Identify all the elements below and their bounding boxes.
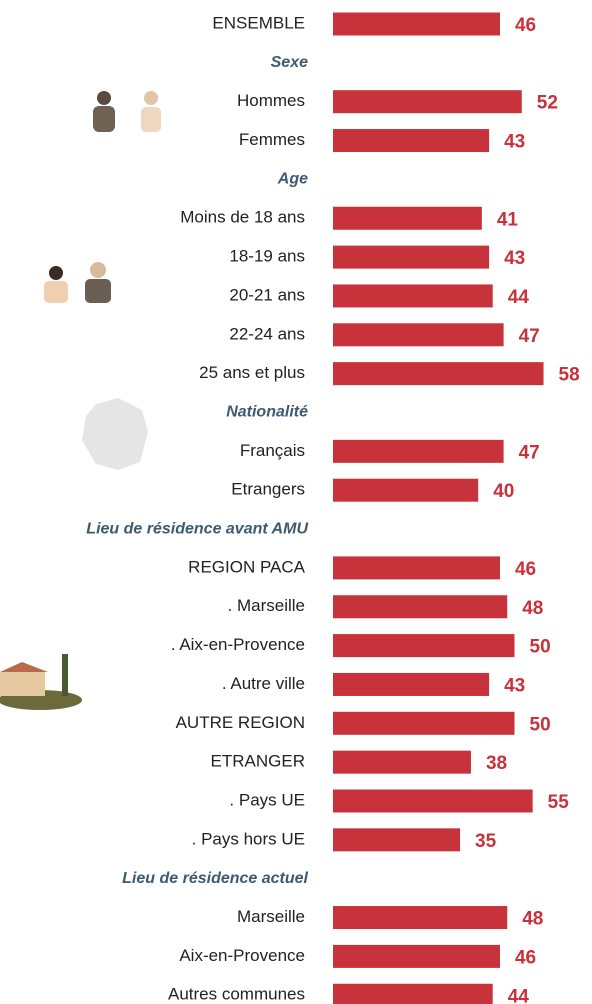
section-title: Age — [277, 171, 308, 188]
section-title: Nationalité — [226, 404, 308, 421]
category-label: AUTRE REGION — [176, 713, 305, 732]
category-label: Aix-en-Provence — [179, 946, 305, 965]
bar — [333, 750, 471, 774]
category-label: ENSEMBLE — [212, 13, 305, 32]
category-label: . Pays hors UE — [192, 829, 305, 848]
category-label: . Aix-en-Provence — [171, 635, 305, 654]
value-label: 38 — [486, 753, 507, 774]
value-label: 44 — [508, 986, 530, 1004]
value-label: 41 — [497, 209, 519, 230]
bar — [333, 634, 515, 658]
category-label: Hommes — [237, 91, 305, 110]
value-label: 50 — [530, 714, 551, 735]
category-label: Etrangers — [231, 480, 305, 499]
category-label: Moins de 18 ans — [180, 208, 305, 227]
category-label: . Pays UE — [229, 790, 305, 809]
bar — [333, 129, 490, 153]
bar — [333, 478, 479, 502]
value-label: 43 — [504, 675, 525, 696]
category-label: Autres communes — [168, 985, 305, 1004]
bar — [333, 12, 500, 36]
value-label: 46 — [515, 15, 536, 36]
value-label: 46 — [515, 947, 536, 968]
value-label: 52 — [537, 93, 558, 114]
section-title: Sexe — [271, 54, 308, 71]
category-label: Français — [240, 441, 305, 460]
bar — [333, 789, 533, 813]
category-label: REGION PACA — [188, 557, 305, 576]
value-label: 43 — [504, 248, 525, 269]
bar — [333, 983, 493, 1004]
category-label: 25 ans et plus — [199, 363, 305, 382]
value-label: 40 — [493, 481, 514, 502]
value-label: 47 — [519, 442, 540, 463]
bar — [333, 245, 490, 269]
category-label: 20-21 ans — [229, 285, 305, 304]
bar — [333, 828, 461, 852]
bar — [333, 90, 522, 114]
category-label: 18-19 ans — [229, 247, 305, 266]
icon-ages — [44, 262, 111, 303]
bar — [333, 323, 504, 347]
value-label: 50 — [530, 637, 551, 658]
icon-people — [93, 91, 161, 132]
category-label: ETRANGER — [211, 752, 305, 771]
bar — [333, 556, 500, 580]
value-label: 44 — [508, 287, 530, 308]
bar — [333, 672, 490, 696]
value-label: 43 — [504, 132, 525, 153]
bar — [333, 206, 482, 230]
bar — [333, 362, 544, 386]
category-label: . Autre ville — [222, 674, 305, 693]
icon-france — [82, 398, 148, 470]
section-title: Lieu de résidence avant AMU — [86, 520, 308, 537]
value-label: 46 — [515, 559, 536, 580]
section-title: Lieu de résidence actuel — [122, 870, 308, 887]
bar — [333, 944, 500, 968]
value-label: 47 — [519, 326, 540, 347]
bar — [333, 595, 508, 619]
bar — [333, 284, 493, 308]
category-label: Marseille — [237, 907, 305, 926]
bar — [333, 906, 508, 930]
bar — [333, 711, 515, 735]
value-label: 35 — [475, 831, 497, 852]
category-label: 22-24 ans — [229, 324, 305, 343]
value-label: 55 — [548, 792, 570, 813]
category-label: . Marseille — [228, 596, 305, 615]
value-label: 48 — [522, 598, 543, 619]
icon-house — [0, 654, 82, 710]
value-label: 48 — [522, 909, 543, 930]
value-label: 58 — [559, 365, 580, 386]
category-label: Femmes — [239, 130, 305, 149]
bar — [333, 439, 504, 463]
